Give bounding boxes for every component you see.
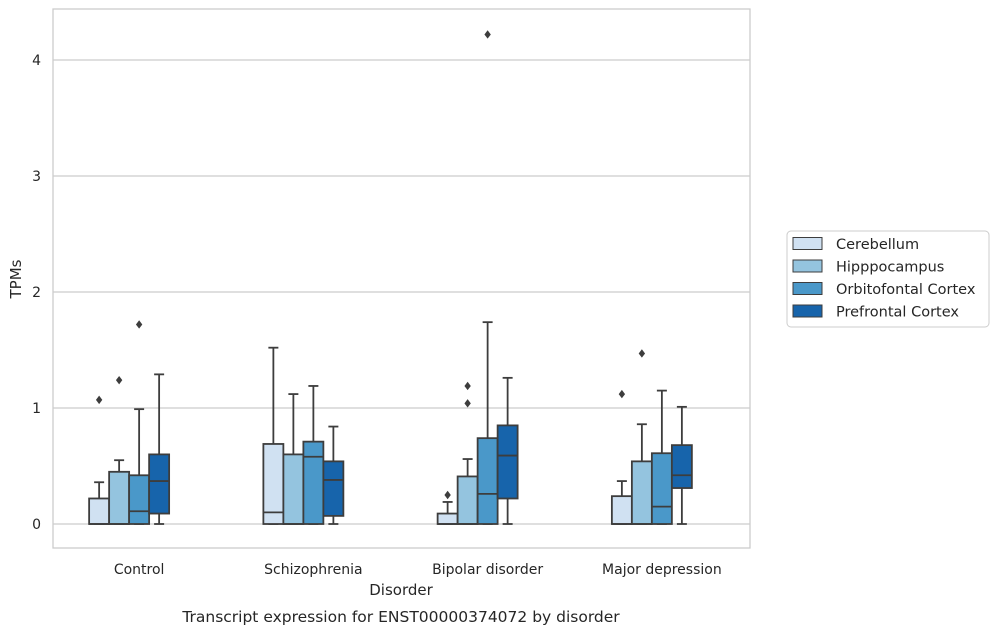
iqr-box xyxy=(670,444,693,489)
legend-entry-label: Prefrontal Cortex xyxy=(836,305,959,321)
legend-entry-label: Orbitofontal Cortex xyxy=(836,282,976,298)
y-axis-label: TPMs xyxy=(7,259,25,299)
iqr-box xyxy=(476,437,499,525)
box-orbitofontal-cortex-3 xyxy=(650,389,673,525)
box-hipppocampus-1 xyxy=(282,393,305,525)
iqr-box xyxy=(456,475,479,525)
outlier-point xyxy=(464,399,471,408)
legend-swatch xyxy=(792,259,823,273)
box-hipppocampus-3 xyxy=(630,349,653,525)
box-plot-series xyxy=(88,30,693,525)
box-cerebellum-2 xyxy=(436,490,459,525)
box-orbitofontal-cortex-0 xyxy=(128,320,151,525)
x-tick-label: Schizophrenia xyxy=(264,562,362,578)
iqr-box xyxy=(88,497,111,525)
outlier-point xyxy=(484,30,491,39)
box-orbitofontal-cortex-2 xyxy=(476,30,499,525)
outlier-point xyxy=(444,490,451,500)
y-tick-label: 4 xyxy=(32,53,41,69)
outlier-point xyxy=(618,389,626,399)
box-cerebellum-1 xyxy=(262,346,285,525)
iqr-box xyxy=(630,460,653,525)
outlier-point xyxy=(135,320,143,329)
iqr-box xyxy=(148,453,171,515)
figure-caption: Transcript expression for ENST0000037407… xyxy=(181,608,620,626)
x-tick-label: Major depression xyxy=(602,562,722,578)
outlier-point xyxy=(115,375,123,385)
legend: Cerebellum Hipppocampus Orbitofontal Corte… xyxy=(786,230,990,328)
box-prefrontal-cortex-0 xyxy=(148,373,171,525)
legend-frame xyxy=(786,230,990,328)
x-axis-ticks: Control Schizophrenia Bipolar disorder Majo… xyxy=(114,562,722,578)
box-cerebellum-3 xyxy=(610,389,633,525)
box-prefrontal-cortex-3 xyxy=(670,405,693,525)
box-prefrontal-cortex-1 xyxy=(322,425,345,525)
y-axis-ticks: 0 1 2 3 4 xyxy=(32,53,41,533)
legend-swatch xyxy=(792,304,823,318)
legend-swatch xyxy=(792,282,823,295)
legend-entry-label: Cerebellum xyxy=(836,237,919,253)
y-tick-label: 0 xyxy=(32,517,41,533)
iqr-box xyxy=(128,474,151,525)
iqr-box xyxy=(322,460,345,517)
iqr-box xyxy=(282,453,305,525)
iqr-box xyxy=(496,424,519,500)
x-tick-label: Control xyxy=(114,562,165,578)
x-axis-label: Disorder xyxy=(369,581,433,599)
outlier-point xyxy=(464,381,471,391)
box-prefrontal-cortex-2 xyxy=(496,376,519,525)
y-tick-label: 3 xyxy=(32,169,41,185)
legend-entry-label: Hipppocampus xyxy=(836,260,944,276)
box-hipppocampus-2 xyxy=(456,381,479,525)
box-orbitofontal-cortex-1 xyxy=(302,385,325,525)
iqr-box xyxy=(108,470,131,525)
iqr-box xyxy=(610,495,633,525)
outlier-point xyxy=(638,349,646,358)
iqr-box xyxy=(302,440,325,525)
outlier-point xyxy=(95,395,103,405)
y-tick-label: 2 xyxy=(32,285,41,301)
iqr-box xyxy=(650,452,673,525)
plot-frame xyxy=(52,8,751,549)
box-hipppocampus-0 xyxy=(108,375,131,525)
y-tick-label: 1 xyxy=(32,401,41,417)
legend-swatch xyxy=(792,237,823,250)
x-tick-label: Bipolar disorder xyxy=(432,562,543,578)
box-cerebellum-0 xyxy=(88,395,111,525)
iqr-box xyxy=(436,512,459,525)
